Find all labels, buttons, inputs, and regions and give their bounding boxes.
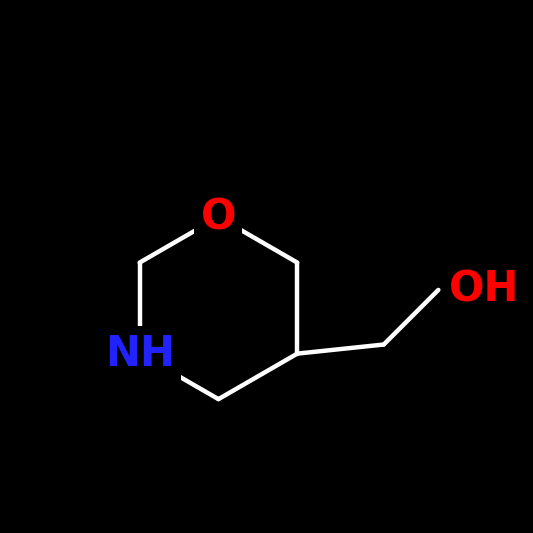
Text: NH: NH bbox=[104, 333, 175, 375]
Text: OH: OH bbox=[449, 269, 519, 311]
Text: O: O bbox=[201, 196, 236, 238]
